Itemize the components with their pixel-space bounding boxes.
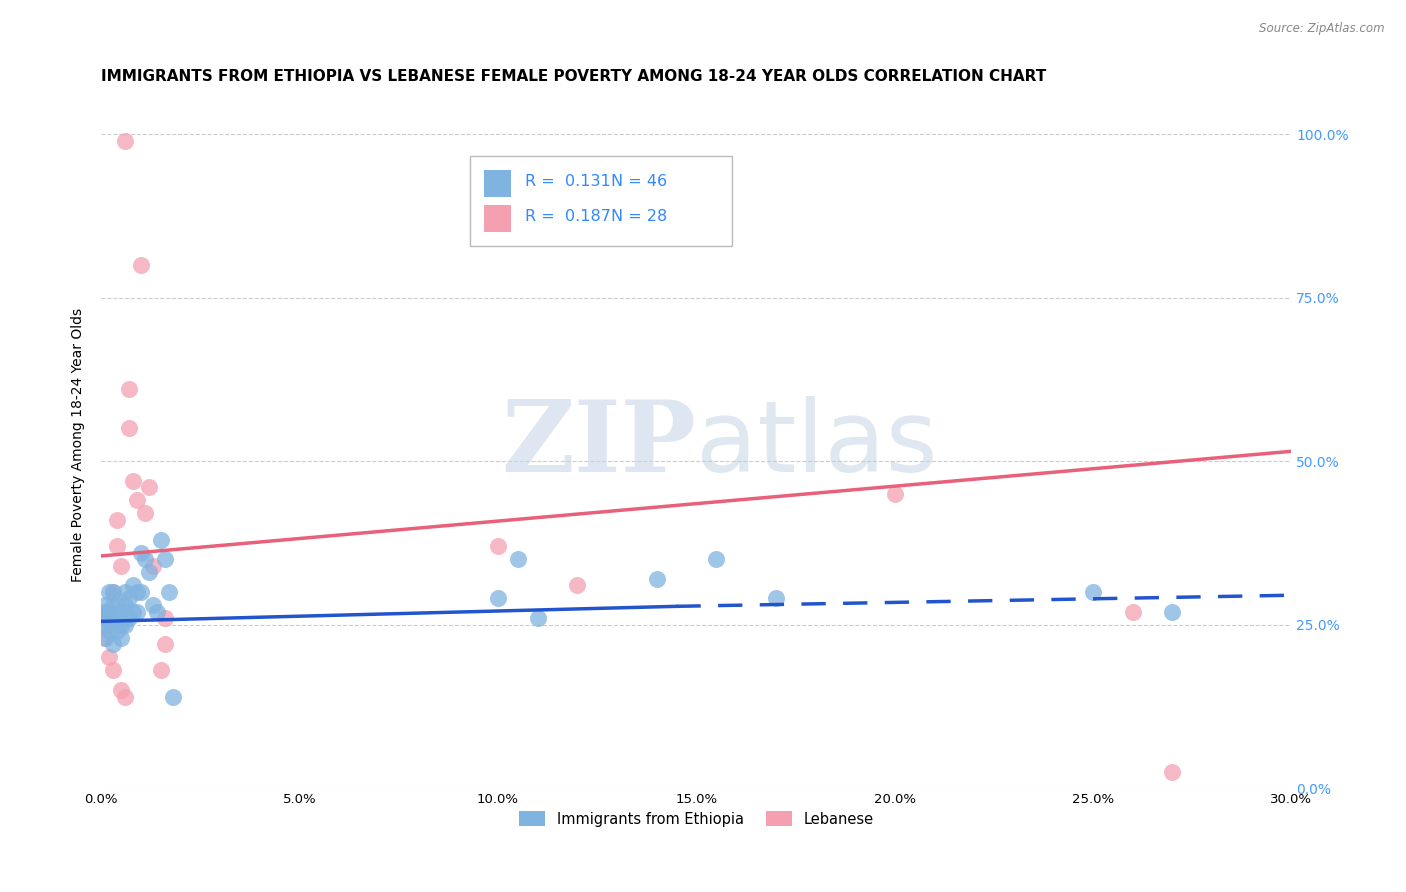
Point	[162, 690, 184, 704]
Point	[142, 598, 165, 612]
Point	[105, 513, 128, 527]
Point	[125, 493, 148, 508]
Text: N = 28: N = 28	[610, 209, 666, 224]
Point	[134, 507, 156, 521]
Point	[110, 631, 132, 645]
Point	[567, 578, 589, 592]
Point	[114, 134, 136, 148]
Point	[1122, 605, 1144, 619]
Point	[94, 631, 117, 645]
Point	[129, 585, 152, 599]
Point	[125, 585, 148, 599]
Point	[110, 683, 132, 698]
Point	[125, 605, 148, 619]
Point	[506, 552, 529, 566]
Point	[153, 637, 176, 651]
Point	[114, 617, 136, 632]
Point	[118, 611, 141, 625]
Point	[118, 591, 141, 606]
Point	[98, 585, 121, 599]
Point	[138, 566, 160, 580]
Point	[138, 480, 160, 494]
Point	[98, 617, 121, 632]
Point	[94, 617, 117, 632]
Text: N = 46: N = 46	[610, 174, 666, 188]
Point	[883, 487, 905, 501]
Point	[645, 572, 668, 586]
Point	[94, 605, 117, 619]
Text: IMMIGRANTS FROM ETHIOPIA VS LEBANESE FEMALE POVERTY AMONG 18-24 YEAR OLDS CORREL: IMMIGRANTS FROM ETHIOPIA VS LEBANESE FEM…	[101, 69, 1046, 84]
Point	[149, 664, 172, 678]
Y-axis label: Female Poverty Among 18-24 Year Olds: Female Poverty Among 18-24 Year Olds	[72, 308, 86, 582]
FancyBboxPatch shape	[485, 205, 510, 232]
Point	[122, 474, 145, 488]
Point	[94, 631, 117, 645]
Point	[105, 611, 128, 625]
Point	[129, 546, 152, 560]
Point	[105, 624, 128, 639]
Text: Source: ZipAtlas.com: Source: ZipAtlas.com	[1260, 22, 1385, 36]
Point	[105, 539, 128, 553]
Point	[114, 585, 136, 599]
Point	[110, 558, 132, 573]
Point	[101, 611, 124, 625]
Point	[101, 664, 124, 678]
Point	[526, 611, 548, 625]
Point	[765, 591, 787, 606]
Point	[105, 598, 128, 612]
Point	[129, 258, 152, 272]
Point	[101, 585, 124, 599]
Point	[94, 605, 117, 619]
Point	[1081, 585, 1104, 599]
Text: atlas: atlas	[696, 396, 938, 493]
Text: ZIP: ZIP	[502, 396, 696, 493]
Point	[142, 558, 165, 573]
Point	[153, 611, 176, 625]
Point	[149, 533, 172, 547]
FancyBboxPatch shape	[485, 169, 510, 197]
Legend: Immigrants from Ethiopia, Lebanese: Immigrants from Ethiopia, Lebanese	[513, 805, 880, 832]
Point	[98, 624, 121, 639]
Text: R =  0.187: R = 0.187	[524, 209, 610, 224]
Point	[98, 605, 121, 619]
Point	[486, 591, 509, 606]
Point	[122, 605, 145, 619]
Point	[98, 650, 121, 665]
Point	[145, 605, 167, 619]
Point	[118, 421, 141, 435]
Text: R =  0.131: R = 0.131	[524, 174, 610, 188]
Point	[704, 552, 727, 566]
Point	[1161, 764, 1184, 779]
Point	[134, 552, 156, 566]
Point	[94, 598, 117, 612]
Point	[110, 605, 132, 619]
Point	[101, 598, 124, 612]
Point	[157, 585, 180, 599]
Point	[118, 382, 141, 396]
Point	[114, 598, 136, 612]
Point	[110, 617, 132, 632]
FancyBboxPatch shape	[470, 156, 733, 245]
Point	[153, 552, 176, 566]
Point	[1161, 605, 1184, 619]
Point	[114, 690, 136, 704]
Point	[486, 539, 509, 553]
Point	[94, 611, 117, 625]
Point	[101, 585, 124, 599]
Point	[98, 611, 121, 625]
Point	[122, 578, 145, 592]
Point	[101, 637, 124, 651]
